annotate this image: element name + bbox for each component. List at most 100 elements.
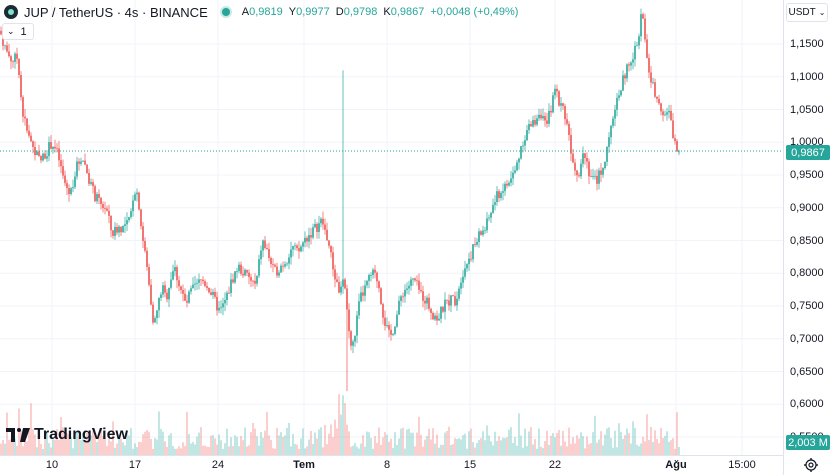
- candle-body: [282, 265, 284, 267]
- jup-coin-icon: [4, 5, 18, 19]
- volume-bar: [234, 435, 236, 455]
- volume-bar: [192, 442, 194, 455]
- candle-body: [510, 178, 512, 183]
- volume-bar: [200, 427, 202, 455]
- candle-body: [138, 192, 140, 210]
- volume-bar: [582, 436, 584, 455]
- volume-bar: [80, 440, 82, 455]
- tradingview-logo[interactable]: TradingView: [6, 426, 128, 444]
- candle-body: [98, 194, 100, 198]
- candle-body: [316, 224, 318, 232]
- candle-body: [62, 166, 64, 176]
- candle-body: [492, 204, 494, 213]
- volume-bar: [154, 438, 156, 455]
- collapse-indicators-button[interactable]: ⌄ 1: [2, 23, 34, 40]
- candle-body: [34, 146, 36, 156]
- volume-bar: [610, 437, 612, 455]
- candles: [0, 8, 680, 392]
- volume-bar: [78, 436, 80, 455]
- volume-bar: [222, 448, 224, 455]
- candle-body: [172, 271, 174, 280]
- price-axis[interactable]: 1,1500 1,1000 1,0500 1,0000 0,9500 0,9000 0,85…: [783, 0, 832, 475]
- volume-bar: [670, 440, 672, 455]
- candle-body: [564, 106, 566, 120]
- volume-bar: [212, 435, 214, 455]
- volume-bar: [242, 440, 244, 455]
- volume-bar: [642, 436, 644, 455]
- volume-bar: [672, 438, 674, 455]
- tradingview-logo-text: TradingView: [34, 426, 128, 443]
- volume-bar: [328, 433, 330, 455]
- candle-body: [478, 231, 480, 242]
- candle-body: [410, 279, 412, 286]
- market-status-icon[interactable]: [221, 8, 230, 16]
- candle-body: [52, 146, 54, 149]
- volume-bar: [44, 438, 46, 455]
- volume-bar: [290, 446, 292, 455]
- candle-body: [642, 14, 644, 19]
- volume-bar: [462, 435, 464, 455]
- volume-bar: [372, 448, 374, 455]
- symbol-title[interactable]: JUP / TetherUS · 4s · BINANCE: [24, 4, 208, 20]
- candle-body: [442, 307, 444, 312]
- gear-icon[interactable]: [803, 457, 819, 473]
- candle-body: [110, 215, 112, 231]
- candle-body: [360, 292, 362, 302]
- volume-bar: [298, 448, 300, 455]
- volume-bar: [176, 448, 178, 455]
- ohlc-open-value: 0,9819: [249, 6, 283, 18]
- candle-body: [6, 45, 8, 52]
- candle-body: [504, 183, 506, 192]
- time-axis[interactable]: 10 17 24 Tem 8 15 22 Ağu 15:00: [0, 455, 783, 475]
- volume-bar: [92, 431, 94, 455]
- candle-body: [40, 155, 42, 161]
- candle-body: [672, 120, 674, 139]
- candle-body: [366, 280, 368, 286]
- candle-body: [472, 244, 474, 260]
- currency-select-button[interactable]: USDT ⌄: [786, 3, 828, 22]
- volume-bar: [116, 443, 118, 455]
- candle-body: [234, 271, 236, 283]
- volume-bar: [514, 436, 516, 455]
- volume-bar: [340, 414, 342, 455]
- volume-bar: [314, 432, 316, 455]
- volume-bar: [134, 443, 136, 455]
- candle-body: [412, 278, 414, 280]
- volume-bar: [528, 431, 530, 455]
- volume-bar: [542, 447, 544, 455]
- volume-bar: [152, 448, 154, 455]
- candle-body: [264, 240, 266, 249]
- candlestick-chart[interactable]: [0, 0, 783, 455]
- volume-bar: [8, 439, 10, 455]
- chart-pane[interactable]: [0, 0, 783, 455]
- candle-body: [496, 191, 498, 203]
- volume-bar: [246, 446, 248, 455]
- volume-bar: [300, 438, 302, 455]
- volume-bar: [620, 431, 622, 455]
- candle-body: [494, 202, 496, 205]
- candle-body: [546, 120, 548, 124]
- candle-body: [280, 265, 282, 273]
- candle-body: [0, 30, 2, 35]
- volume-bar: [410, 432, 412, 455]
- volume-bar: [584, 448, 586, 455]
- volume-bar: [180, 448, 182, 455]
- volume-bar: [530, 427, 532, 455]
- candle-body: [116, 226, 118, 233]
- ohlc-close-value: 0,9867: [390, 6, 425, 18]
- candle-body: [514, 170, 516, 173]
- volume-bar: [634, 427, 636, 455]
- volume-bars: [0, 394, 680, 455]
- candle-body: [274, 264, 276, 267]
- volume-bar: [88, 441, 90, 455]
- volume-bar: [158, 411, 160, 455]
- candle-body: [102, 204, 104, 209]
- volume-bar: [516, 445, 518, 455]
- candle-body: [674, 138, 676, 142]
- volume-bar: [40, 443, 42, 455]
- candle-body: [396, 314, 398, 327]
- volume-bar: [496, 440, 498, 455]
- candle-body: [160, 294, 162, 298]
- volume-bar: [108, 439, 110, 455]
- candle-body: [104, 208, 106, 209]
